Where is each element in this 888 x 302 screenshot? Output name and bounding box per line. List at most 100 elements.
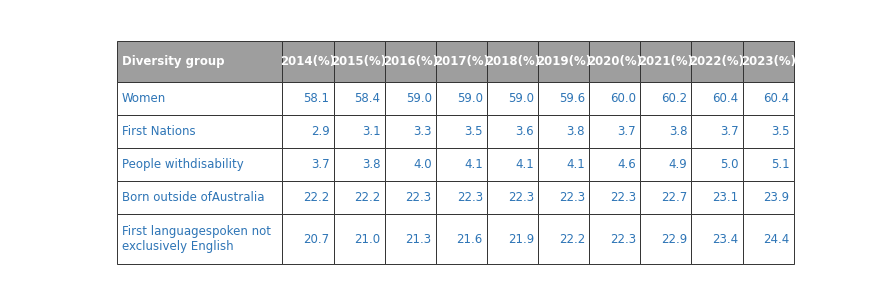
Bar [640,41,692,82]
Bar [282,148,334,181]
Bar [116,148,282,181]
Bar [282,82,334,115]
Bar [385,148,436,181]
Text: 59.0: 59.0 [406,92,432,105]
Text: 22.3: 22.3 [610,191,636,204]
Bar [282,214,334,264]
Text: 22.3: 22.3 [610,233,636,246]
Bar [742,82,794,115]
Bar [692,82,742,115]
Bar [742,148,794,181]
Bar [692,115,742,148]
Text: 3.8: 3.8 [362,158,381,171]
Text: 23.1: 23.1 [712,191,739,204]
Text: 22.3: 22.3 [508,191,534,204]
Bar [436,214,487,264]
Text: 4.9: 4.9 [669,158,687,171]
Text: Born outside of​Australia: Born outside of​Australia [122,191,265,204]
Text: 2019(%): 2019(%) [536,55,591,68]
Bar [436,148,487,181]
Text: 3.3: 3.3 [413,125,432,138]
Bar [742,214,794,264]
Text: 2.9: 2.9 [311,125,329,138]
Text: 22.3: 22.3 [456,191,483,204]
Bar [538,214,589,264]
Bar [742,115,794,148]
Bar [334,115,385,148]
Text: 2017(%): 2017(%) [434,55,489,68]
Text: 21.0: 21.0 [354,233,381,246]
Bar [692,41,742,82]
Bar [385,82,436,115]
Text: 4.6: 4.6 [617,158,636,171]
Text: People with​disability: People with​disability [122,158,244,171]
Bar [589,115,640,148]
Text: 5.1: 5.1 [771,158,789,171]
Text: Women: Women [122,92,166,105]
Text: 2023(%): 2023(%) [741,55,796,68]
Text: 60.0: 60.0 [610,92,636,105]
Text: 3.7: 3.7 [311,158,329,171]
Bar [385,41,436,82]
Text: 3.8: 3.8 [567,125,585,138]
Text: 20.7: 20.7 [304,233,329,246]
Text: 3.5: 3.5 [771,125,789,138]
Bar [589,41,640,82]
Text: 22.2: 22.2 [354,191,381,204]
Text: 59.0: 59.0 [508,92,534,105]
Bar [487,115,538,148]
Text: 2022(%): 2022(%) [689,55,744,68]
Text: 3.1: 3.1 [362,125,381,138]
Text: 3.7: 3.7 [720,125,739,138]
Text: 2014(%): 2014(%) [281,55,336,68]
Bar [334,148,385,181]
Bar [282,115,334,148]
Bar [640,214,692,264]
Text: 2020(%): 2020(%) [587,55,642,68]
Text: 21.3: 21.3 [406,233,432,246]
Text: 2016(%): 2016(%) [383,55,438,68]
Bar [487,82,538,115]
Bar [640,115,692,148]
Text: 58.1: 58.1 [304,92,329,105]
Bar [385,214,436,264]
Text: 23.4: 23.4 [712,233,739,246]
Text: 24.4: 24.4 [764,233,789,246]
Bar [640,181,692,214]
Text: 22.7: 22.7 [661,191,687,204]
Text: 60.4: 60.4 [712,92,739,105]
Bar [589,82,640,115]
Bar [538,82,589,115]
Text: 21.6: 21.6 [456,233,483,246]
Text: 2021(%): 2021(%) [638,55,694,68]
Text: 22.2: 22.2 [303,191,329,204]
Bar [640,148,692,181]
Bar [116,214,282,264]
Text: 5.0: 5.0 [720,158,739,171]
Text: 22.9: 22.9 [661,233,687,246]
Bar [436,181,487,214]
Bar [589,148,640,181]
Bar [487,41,538,82]
Text: 4.0: 4.0 [413,158,432,171]
Bar [589,181,640,214]
Text: 2015(%): 2015(%) [331,55,386,68]
Text: 59.6: 59.6 [559,92,585,105]
Bar [116,115,282,148]
Text: 4.1: 4.1 [567,158,585,171]
Text: 3.7: 3.7 [617,125,636,138]
Text: 22.2: 22.2 [559,233,585,246]
Text: 21.9: 21.9 [508,233,534,246]
Text: 3.6: 3.6 [515,125,534,138]
Text: 60.2: 60.2 [662,92,687,105]
Bar [116,82,282,115]
Bar [385,181,436,214]
Bar [334,181,385,214]
Bar [538,181,589,214]
Bar [692,148,742,181]
Bar [692,181,742,214]
Text: 23.9: 23.9 [764,191,789,204]
Bar [538,41,589,82]
Bar [640,82,692,115]
Text: 60.4: 60.4 [764,92,789,105]
